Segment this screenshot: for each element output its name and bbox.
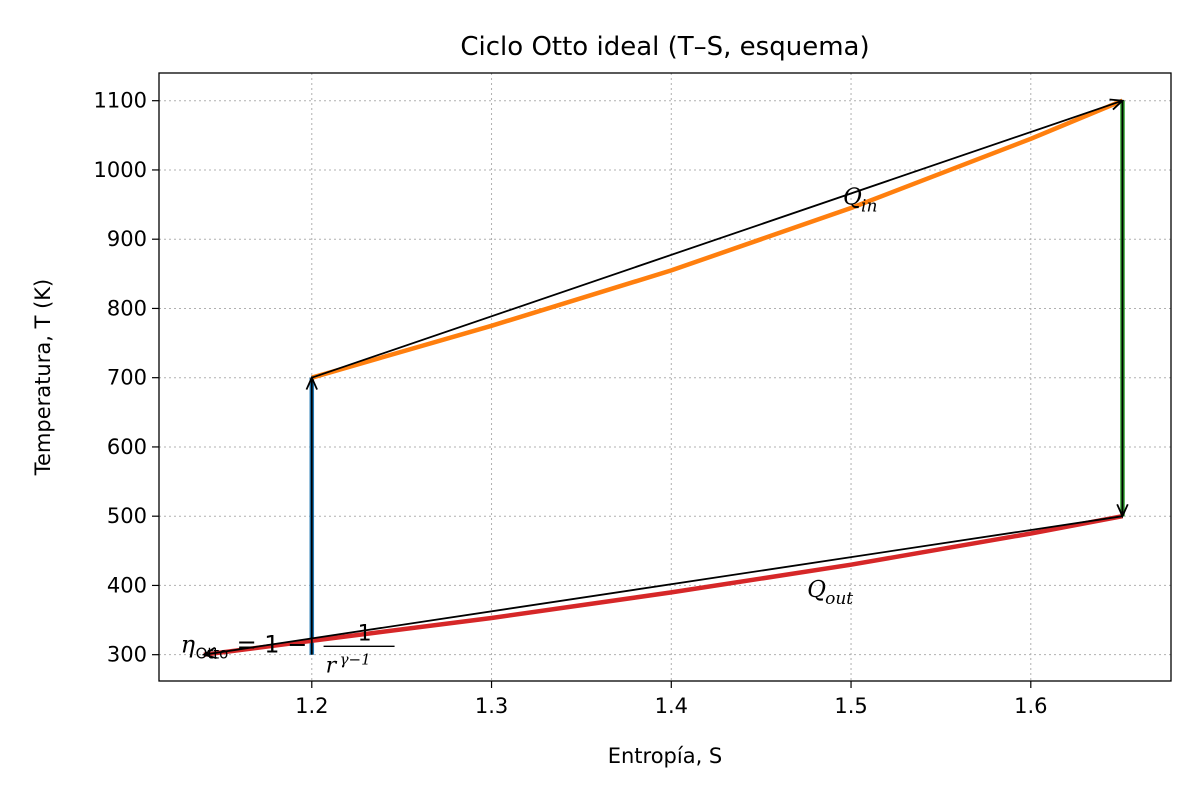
formula-denominator: r	[326, 653, 338, 678]
plot-frame	[158, 72, 1172, 682]
x-tick-label: 1.5	[834, 694, 867, 718]
y-tick-label: 1000	[94, 158, 147, 182]
y-tick-label: 500	[107, 504, 147, 528]
y-tick-label: 800	[107, 296, 147, 320]
formula-exponent: γ−1	[340, 650, 371, 668]
formula-subscript: Otto	[196, 644, 229, 662]
x-tick-label: 1.6	[1014, 694, 1047, 718]
y-tick-label: 600	[107, 435, 147, 459]
process-arrows	[201, 98, 1129, 660]
arrow-head	[201, 646, 217, 660]
x-axis-label: Entropía, S	[608, 744, 723, 768]
annotation-subscript: out	[825, 589, 853, 609]
efficiency-formula: η Otto = 1 − 1r γ−1	[181, 621, 395, 678]
annotation-subscript: in	[861, 196, 877, 216]
x-tick-label: 1.4	[655, 694, 688, 718]
y-tick-label: 300	[107, 643, 147, 667]
y-axis-label: Temperatura, T (K)	[31, 279, 55, 476]
formula-numerator: 1	[358, 621, 372, 646]
heat-addition-curve	[311, 98, 1124, 380]
x-tick-label: 1.2	[295, 694, 328, 718]
axis-ticks: 1.2 1.3 1.4 1.5 1.6 300 400 500 600 700 800 900 1000…	[94, 89, 1048, 718]
y-tick-label: 700	[107, 366, 147, 390]
heat-out-arrow	[201, 515, 1123, 660]
y-tick-label: 400	[107, 573, 147, 597]
y-tick-label: 900	[107, 227, 147, 251]
y-tick-label: 1100	[94, 89, 147, 113]
formula-rhs: = 1 −	[237, 630, 308, 658]
annotation-base: Q	[843, 184, 862, 210]
formula-eta: η	[181, 630, 196, 658]
annotation-base: Q	[807, 577, 826, 603]
x-tick-label: 1.3	[475, 694, 508, 718]
arrow-shaft	[311, 99, 1123, 379]
chart-title: Ciclo Otto ideal (T–S, esquema)	[460, 32, 869, 62]
arrow-shaft	[203, 515, 1123, 656]
